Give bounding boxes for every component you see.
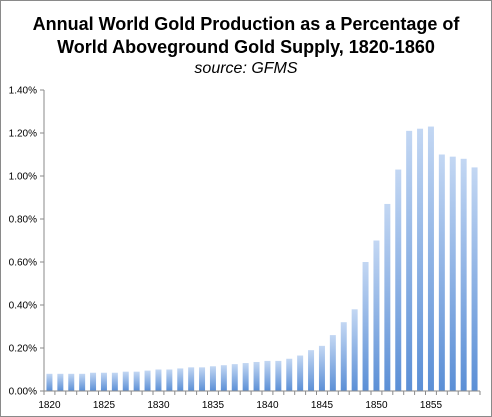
bar-1836 <box>220 365 227 391</box>
bar-1848 <box>351 309 358 391</box>
x-tick-label: 1845 <box>311 400 334 411</box>
y-tick-label: 1.00% <box>9 172 37 183</box>
y-tick-label: 1.40% <box>9 86 37 97</box>
bar-1831 <box>166 369 173 391</box>
bar-1839 <box>253 361 260 391</box>
x-tick-label: 1850 <box>365 400 388 411</box>
bar-1853 <box>406 130 413 391</box>
bar-1852 <box>395 169 402 391</box>
bar-1825 <box>100 372 107 391</box>
bar-1823 <box>79 373 86 391</box>
bar-1856 <box>438 154 445 391</box>
bar-1854 <box>417 128 424 391</box>
bar-1855 <box>427 126 434 392</box>
bar-1843 <box>297 355 304 391</box>
y-tick-label: 0.60% <box>9 258 37 269</box>
bar-1849 <box>362 262 369 391</box>
x-tick-label: 1830 <box>147 400 170 411</box>
bar-1830 <box>155 369 162 391</box>
bar-1821 <box>57 373 64 391</box>
bar-1828 <box>133 371 140 391</box>
bar-1829 <box>144 370 151 391</box>
y-tick-label: 0.20% <box>9 344 37 355</box>
bar-1826 <box>111 372 118 391</box>
x-tick-label: 1825 <box>93 400 116 411</box>
bar-1838 <box>242 363 249 391</box>
chart-title-line-2: World Aboveground Gold Supply, 1820-1860 <box>57 37 435 57</box>
bar-1840 <box>264 360 271 391</box>
bar-1841 <box>275 360 282 391</box>
y-tick-label: 0.80% <box>9 215 37 226</box>
bar-1837 <box>231 364 238 391</box>
bar-1834 <box>199 367 206 391</box>
bar-1845 <box>318 345 325 391</box>
bar-1850 <box>373 240 380 391</box>
x-tick-label: 1835 <box>202 400 225 411</box>
x-tick-label: 1855 <box>420 400 443 411</box>
bar-1827 <box>122 371 129 391</box>
bar-1820 <box>46 373 53 391</box>
x-tick-label: 1840 <box>256 400 279 411</box>
y-tick-label: 0.00% <box>9 387 37 398</box>
bar-1859 <box>471 167 478 391</box>
y-tick-label: 0.40% <box>9 301 37 312</box>
bar-1822 <box>68 373 75 391</box>
bar-1833 <box>188 367 195 391</box>
bar-1832 <box>177 368 184 391</box>
chart-subtitle: source: GFMS <box>194 60 298 77</box>
bar-1844 <box>308 350 315 391</box>
bar-1858 <box>460 158 467 391</box>
bar-1846 <box>329 335 336 391</box>
x-tick-label: 1820 <box>38 400 61 411</box>
bar-1842 <box>286 358 293 391</box>
y-tick-label: 1.20% <box>9 129 37 140</box>
bar-1857 <box>449 156 456 391</box>
chart-title-line-1: Annual World Gold Production as a Percen… <box>32 14 460 34</box>
bar-1847 <box>340 322 347 391</box>
bar-1851 <box>384 203 391 391</box>
bar-1835 <box>209 366 216 391</box>
bar-1824 <box>90 372 97 391</box>
